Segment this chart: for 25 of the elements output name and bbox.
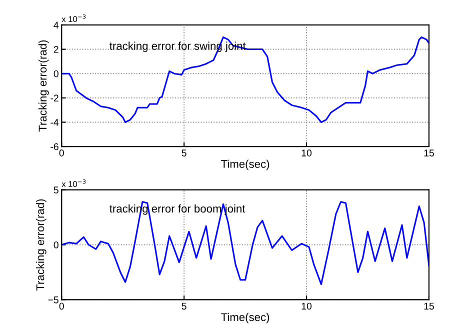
y-tick-label: -6 — [50, 143, 58, 150]
line-series — [62, 201, 429, 286]
x-tick-label: 10 — [302, 150, 312, 156]
y-tick-label: -2 — [50, 94, 58, 102]
x-tick-label: 15 — [424, 302, 434, 310]
x-tick-label: 10 — [302, 302, 312, 310]
y-tick-label: −5 — [48, 296, 58, 304]
y-tick-label: 2 — [54, 46, 58, 53]
text: x 10$^{−3}$ — [62, 14, 86, 22]
x-axis-title: Time(sec) — [221, 160, 270, 170]
y-tick-label: -4 — [50, 119, 59, 126]
y-tick-label: 0 — [54, 70, 58, 78]
line-series — [62, 36, 429, 123]
y-axis-title: Tracking error(rad) — [36, 199, 46, 291]
x-tick-label: 15 — [424, 150, 434, 156]
y-tick-label: 4 — [54, 22, 59, 28]
text: x 10$^{−3}$ — [62, 179, 86, 187]
x-tick-label: 0 — [59, 302, 64, 310]
x-tick-label: 5 — [182, 150, 186, 156]
y-tick-label: 5 — [54, 186, 58, 194]
x-tick-label: 5 — [182, 302, 186, 310]
x-tick-label: 0 — [59, 150, 64, 156]
y-axis-title: Tracking error(rad) — [38, 40, 49, 132]
x-axis-title: Time(sec) — [221, 312, 270, 324]
y-tick-label: 0 — [54, 241, 58, 248]
